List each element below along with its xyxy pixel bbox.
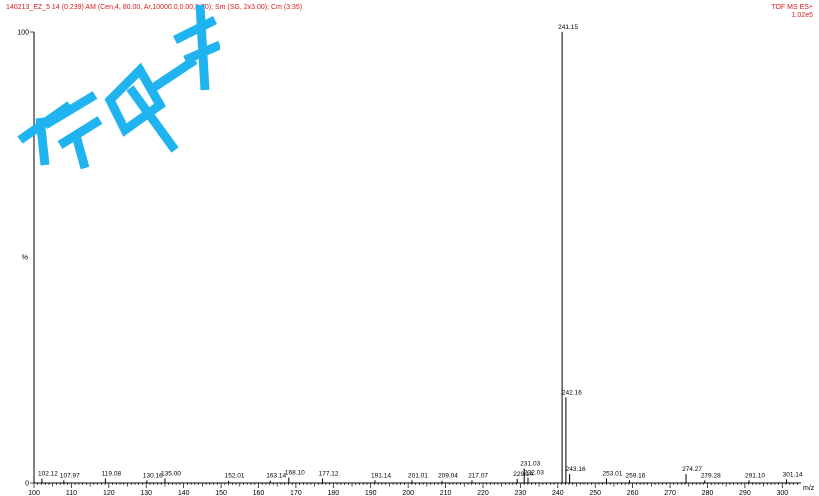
peak-label: 163.14	[266, 473, 286, 480]
x-tick-label: 300	[776, 490, 788, 496]
peak-label: 119.08	[102, 470, 122, 477]
y-tick-label: 100	[17, 30, 29, 37]
peak-label: 259.16	[626, 472, 646, 479]
x-tick-label: 160	[253, 490, 265, 496]
x-tick-label: 230	[515, 490, 527, 496]
peak-label: 177.12	[319, 470, 339, 477]
peak-label: 231.03	[520, 461, 540, 468]
peak-label: 279.28	[701, 472, 721, 479]
peak-label: 243.16	[566, 466, 586, 473]
peak-label: 191.14	[371, 472, 391, 479]
peak-label: 232.03	[524, 470, 544, 477]
instrument-mode: TOF MS ES+	[771, 4, 813, 11]
x-tick-label: 140	[178, 490, 190, 496]
x-tick-label: 190	[365, 490, 377, 496]
x-tick-label: 120	[103, 490, 115, 496]
instrument-info: TOF MS ES+ 1.02e5	[771, 4, 813, 20]
peak-label: 209.04	[438, 473, 458, 480]
x-tick-label: 260	[627, 490, 639, 496]
peak-label: 241.15	[558, 24, 578, 31]
x-tick-label: 110	[66, 490, 77, 496]
x-tick-label: 240	[552, 490, 564, 496]
x-tick-label: 200	[402, 490, 414, 496]
x-tick-label: 220	[477, 490, 489, 496]
x-axis-label: m/z	[803, 485, 815, 492]
peak-label: 291.10	[745, 472, 765, 479]
x-tick-label: 270	[664, 490, 676, 496]
x-tick-label: 100	[28, 490, 40, 496]
x-tick-label: 280	[702, 490, 714, 496]
x-tick-label: 150	[215, 490, 227, 496]
peak-label: 301.14	[783, 471, 803, 478]
peak-label: 253.01	[603, 470, 623, 477]
peak-label: 102.12	[38, 470, 58, 477]
base-peak-intensity: 1.02e5	[791, 12, 813, 19]
peak-label: 107.97	[60, 472, 80, 479]
peak-label: 229.14	[513, 471, 533, 478]
x-tick-label: 210	[440, 490, 452, 496]
peak-label: 135.00	[161, 470, 181, 477]
peak-label: 152.01	[225, 473, 245, 480]
y-tick-label: 0	[25, 481, 29, 488]
peak-label: 242.16	[562, 389, 582, 396]
x-tick-label: 290	[739, 490, 751, 496]
spectrum-header-info: 140213_EZ_5 14 (0.239) AM (Cen,4, 80.00,…	[6, 4, 303, 11]
x-tick-label: 250	[589, 490, 601, 496]
peak-label: 274.27	[682, 466, 702, 473]
x-tick-label: 130	[140, 490, 152, 496]
x-tick-label: 170	[290, 490, 302, 496]
y-axis-label: %	[22, 255, 28, 262]
x-tick-label: 180	[327, 490, 339, 496]
peak-label: 130.16	[143, 472, 163, 479]
peak-label: 217.07	[468, 472, 488, 479]
peak-label: 168.10	[285, 470, 305, 477]
peak-label: 201.01	[408, 472, 428, 479]
